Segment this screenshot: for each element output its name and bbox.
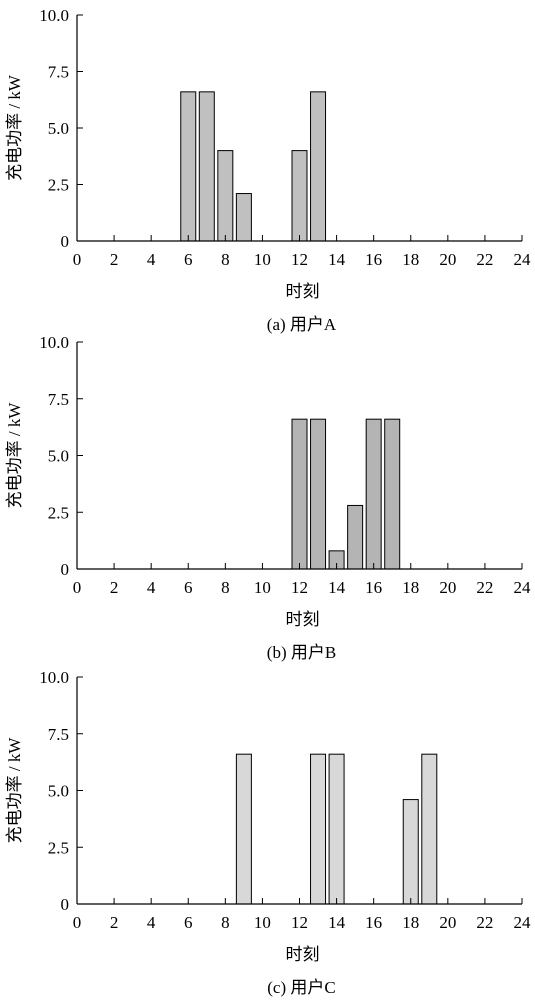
y-axis-title: 充电功率 / kW <box>5 74 24 181</box>
bar-19 <box>421 753 438 905</box>
x-tick-label-6: 6 <box>184 578 193 597</box>
chart-panel-c: 0 2 4 6 8 10 12 14 16 18 20 22 2402.55.07.510.0充电功率 … <box>5 668 531 997</box>
x-tick-label-14: 14 <box>328 578 346 597</box>
y-axis-title: 充电功率 / kW <box>5 737 24 844</box>
y-tick-label-7.5: 7.5 <box>48 390 69 409</box>
x-tick-label-4: 4 <box>147 913 156 932</box>
bar-16 <box>365 418 382 570</box>
x-tick-label-18: 18 <box>402 578 419 597</box>
x-tick-label-8: 8 <box>221 250 230 269</box>
bar-13 <box>310 418 327 570</box>
bar-13 <box>310 91 327 242</box>
bar-17 <box>384 418 401 570</box>
y-tick-label-2.5: 2.5 <box>48 176 69 195</box>
x-tick-label-12: 12 <box>291 578 308 597</box>
bar-12 <box>291 150 308 242</box>
x-tick-label-6: 6 <box>184 250 193 269</box>
bar-9 <box>235 193 252 242</box>
bar-13 <box>310 753 327 905</box>
x-tick-label-22: 22 <box>476 913 493 932</box>
y-tick-label-10.0: 10.0 <box>39 6 69 25</box>
chart-panel-a: 0 2 4 6 8 10 12 14 16 18 20 22 2402.55.07.510.0充电功率 … <box>5 6 531 334</box>
x-axis-title: 时刻 <box>286 610 320 629</box>
x-tick-label-16: 16 <box>365 250 382 269</box>
x-tick-label-24: 24 <box>514 913 532 932</box>
x-tick-label-14: 14 <box>328 250 346 269</box>
chart-panel-b: 0 2 4 6 8 10 12 14 16 18 20 22 2402.55.07.510.0充电功率 … <box>5 333 531 662</box>
x-tick-label-0: 0 <box>73 913 82 932</box>
x-tick-label-24: 24 <box>514 250 532 269</box>
x-tick-label-22: 22 <box>476 250 493 269</box>
y-tick-label-7.5: 7.5 <box>48 63 69 82</box>
x-tick-label-2: 2 <box>110 578 119 597</box>
bar-14 <box>328 753 345 905</box>
y-tick-label-0: 0 <box>61 560 70 579</box>
x-tick-label-10: 10 <box>254 578 271 597</box>
bar-6 <box>180 91 197 242</box>
x-tick-label-0: 0 <box>73 578 82 597</box>
y-tick-label-7.5: 7.5 <box>48 725 69 744</box>
x-tick-label-24: 24 <box>514 578 532 597</box>
x-tick-label-14: 14 <box>328 913 346 932</box>
x-tick-label-10: 10 <box>254 250 271 269</box>
x-tick-label-16: 16 <box>365 913 382 932</box>
x-tick-label-8: 8 <box>221 578 230 597</box>
y-tick-label-0: 0 <box>61 895 70 914</box>
x-axis-title: 时刻 <box>286 282 320 301</box>
x-tick-label-2: 2 <box>110 250 119 269</box>
y-tick-label-2.5: 2.5 <box>48 503 69 522</box>
x-tick-label-6: 6 <box>184 913 193 932</box>
panel-caption: (b) 用户B <box>267 643 336 662</box>
x-tick-label-8: 8 <box>221 913 230 932</box>
x-tick-label-18: 18 <box>402 250 419 269</box>
x-tick-label-2: 2 <box>110 913 119 932</box>
y-tick-label-10.0: 10.0 <box>39 333 69 352</box>
bar-12 <box>291 418 308 570</box>
bar-7 <box>198 91 215 242</box>
y-axis-title: 充电功率 / kW <box>5 402 24 509</box>
x-tick-label-10: 10 <box>254 913 271 932</box>
y-tick-label-5.0: 5.0 <box>48 119 69 138</box>
y-tick-label-5.0: 5.0 <box>48 782 69 801</box>
y-tick-label-5.0: 5.0 <box>48 447 69 466</box>
x-tick-label-20: 20 <box>439 250 456 269</box>
x-tick-label-20: 20 <box>439 578 456 597</box>
x-tick-label-16: 16 <box>365 578 382 597</box>
x-tick-label-4: 4 <box>147 578 156 597</box>
x-tick-label-0: 0 <box>73 250 82 269</box>
x-axis-title: 时刻 <box>286 945 320 964</box>
bar-9 <box>235 753 252 905</box>
x-tick-label-22: 22 <box>476 578 493 597</box>
x-tick-label-12: 12 <box>291 913 308 932</box>
x-tick-label-18: 18 <box>402 913 419 932</box>
y-tick-label-2.5: 2.5 <box>48 838 69 857</box>
x-tick-label-12: 12 <box>291 250 308 269</box>
y-tick-label-10.0: 10.0 <box>39 668 69 687</box>
panel-caption: (c) 用户C <box>267 978 335 997</box>
bar-18 <box>402 799 419 905</box>
bar-15 <box>347 504 364 570</box>
x-tick-label-4: 4 <box>147 250 156 269</box>
panel-caption: (a) 用户A <box>267 315 337 334</box>
x-tick-label-20: 20 <box>439 913 456 932</box>
y-tick-label-0: 0 <box>61 232 70 251</box>
bar-8 <box>217 150 234 242</box>
